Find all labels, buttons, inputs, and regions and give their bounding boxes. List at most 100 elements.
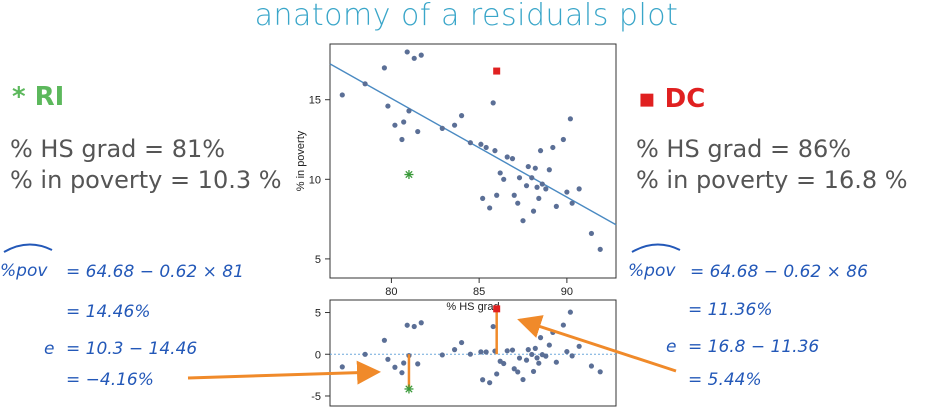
data-point (530, 208, 537, 214)
data-point (543, 186, 549, 192)
residual-point (401, 360, 407, 366)
data-point (564, 189, 570, 195)
data-point (439, 125, 445, 131)
data-point (529, 175, 535, 181)
data-point (490, 100, 496, 106)
residual-point (532, 345, 538, 351)
residual-point (501, 360, 507, 367)
data-point (467, 140, 473, 146)
residual-point (458, 339, 465, 346)
residuals-frame (329, 299, 617, 407)
data-point (411, 55, 417, 61)
residual-point (511, 366, 517, 372)
residuals-plot: 5 0 -5 (311, 299, 617, 407)
data-point (478, 141, 484, 147)
dc-hat-mark (631, 243, 681, 253)
data-point (567, 116, 573, 122)
residual-point (569, 353, 575, 359)
dc-eq3-e: e (666, 337, 677, 357)
data-point (537, 148, 544, 154)
data-point (576, 186, 582, 192)
data-point (569, 200, 575, 206)
data-point (381, 65, 387, 71)
x-axis-label: % HS grad (446, 301, 499, 313)
residual-point (483, 349, 489, 355)
ri-hat-mark (3, 243, 53, 253)
x-tick-label: 80 (385, 286, 397, 298)
data-point (539, 181, 545, 187)
residual-point (546, 342, 552, 348)
residual-point (418, 320, 424, 326)
residual-point (515, 369, 521, 375)
data-point (406, 108, 412, 114)
y-tick-label: -5 (311, 391, 321, 403)
y-tick-label: 0 (315, 349, 321, 361)
data-point (399, 136, 405, 143)
y-tick-label: 5 (315, 254, 321, 266)
data-point (492, 148, 498, 154)
residual-point (339, 364, 345, 370)
residual-point (576, 343, 582, 349)
residual-point (404, 322, 410, 328)
data-point (483, 144, 489, 151)
residual-point (560, 322, 566, 328)
data-point (532, 165, 538, 171)
y-axis-label: % in poverty (295, 130, 307, 191)
regression-line (329, 63, 617, 226)
residual-point (523, 357, 530, 363)
residual-point (385, 356, 391, 362)
residual-point (415, 361, 421, 367)
dc-label: ▪ DC (638, 84, 706, 114)
x-tick-label: 85 (473, 286, 485, 298)
ri-eq2: = 14.46% (66, 302, 151, 322)
data-point (553, 203, 559, 209)
residual-point (529, 351, 535, 358)
data-point (523, 183, 530, 189)
residual-point (564, 348, 570, 355)
residual-point (487, 380, 493, 386)
ri-eq3: = 10.3 − 14.46 (66, 339, 198, 359)
scatter-plot: 80 85 90 5 10 15 % HS grad % in poverty (295, 43, 617, 313)
residual-point (509, 347, 516, 353)
data-point (497, 170, 503, 176)
residual-point (530, 368, 537, 375)
dc-hs-grad: % HS grad = 86% (636, 135, 852, 163)
residual-point (480, 377, 486, 383)
residual-point (478, 349, 484, 355)
ri-residual-point (404, 384, 414, 394)
residual-point (543, 353, 549, 359)
data-point (520, 218, 526, 224)
residual-point (597, 369, 603, 375)
data-point (560, 136, 566, 143)
dc-eq2: = 11.36% (688, 300, 773, 320)
scatter-frame (329, 43, 617, 279)
residual-point (588, 363, 595, 369)
residual-point (467, 351, 473, 357)
residual-point (392, 364, 398, 370)
residual-point (536, 360, 542, 366)
residual-point (411, 323, 417, 330)
dc-eq4: = 5.44% (688, 370, 762, 390)
residual-point (494, 371, 500, 377)
data-point (536, 195, 542, 202)
dc-hat-label: %pov (628, 261, 676, 281)
data-point (546, 167, 552, 173)
residual-point (490, 323, 496, 330)
ri-eq1: = 64.68 − 0.62 × 81 (66, 262, 244, 282)
dc-eq1: = 64.68 − 0.62 × 86 (690, 262, 868, 282)
data-point (504, 154, 510, 160)
data-point (480, 195, 486, 202)
y-tick-label: 10 (309, 174, 321, 186)
ri-hat-label: %pov (0, 261, 48, 281)
data-point (401, 119, 407, 125)
data-point (339, 92, 345, 98)
data-point (509, 156, 516, 162)
residual-point (537, 335, 544, 341)
residual-point (451, 347, 458, 353)
residual-point (525, 347, 531, 353)
residual-point (567, 309, 573, 315)
dc-point (493, 67, 501, 75)
residual-point (520, 376, 526, 383)
data-point (451, 122, 458, 128)
x-tick-label: 90 (561, 286, 573, 298)
